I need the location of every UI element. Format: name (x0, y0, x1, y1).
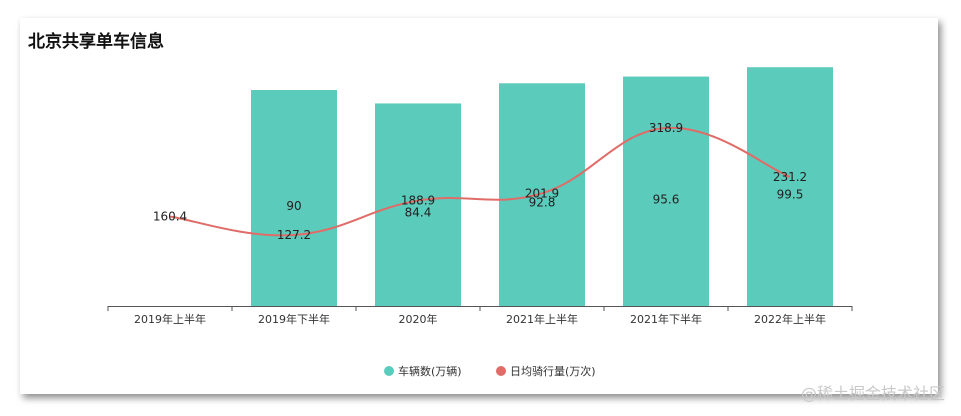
line-label-4: 318.9 (649, 121, 683, 135)
bar-label-3: 92.8 (529, 196, 556, 210)
line-label-1: 127.2 (277, 228, 311, 242)
line-label-0: 160.4 (153, 209, 187, 223)
line-label-3: 201.9 (525, 186, 559, 200)
line-label-2: 188.9 (401, 194, 435, 208)
bar-5 (747, 67, 833, 306)
bar-label-1: 90 (286, 199, 301, 213)
x-tick-label-3: 2021年上半年 (506, 312, 578, 326)
legend-marker-0 (384, 366, 394, 376)
bar-2 (375, 103, 461, 306)
bar-label-4: 95.6 (653, 192, 680, 206)
x-tick-label-1: 2019年下半年 (258, 312, 330, 326)
x-tick-label-4: 2021年下半年 (630, 312, 702, 326)
line-series (169, 126, 791, 237)
legend-label-1: 日均骑行量(万次) (510, 364, 596, 378)
bar-3 (499, 83, 585, 306)
x-tick-label-0: 2019年上半年 (134, 312, 206, 326)
legend-marker-1 (496, 366, 506, 376)
bar-label-2: 84.4 (405, 206, 432, 220)
legend-label-0: 车辆数(万辆) (398, 364, 462, 378)
line-label-5: 231.2 (773, 170, 807, 184)
chart-title: 北京共享单车信息 (28, 32, 164, 52)
bar-label-5: 99.5 (777, 188, 804, 202)
watermark: @稀土掘金技术社区 (800, 384, 945, 403)
bar-1 (251, 90, 337, 306)
bar-4 (623, 76, 709, 306)
x-tick-label-5: 2022年上半年 (754, 312, 826, 326)
x-tick-label-2: 2020年 (399, 312, 438, 326)
